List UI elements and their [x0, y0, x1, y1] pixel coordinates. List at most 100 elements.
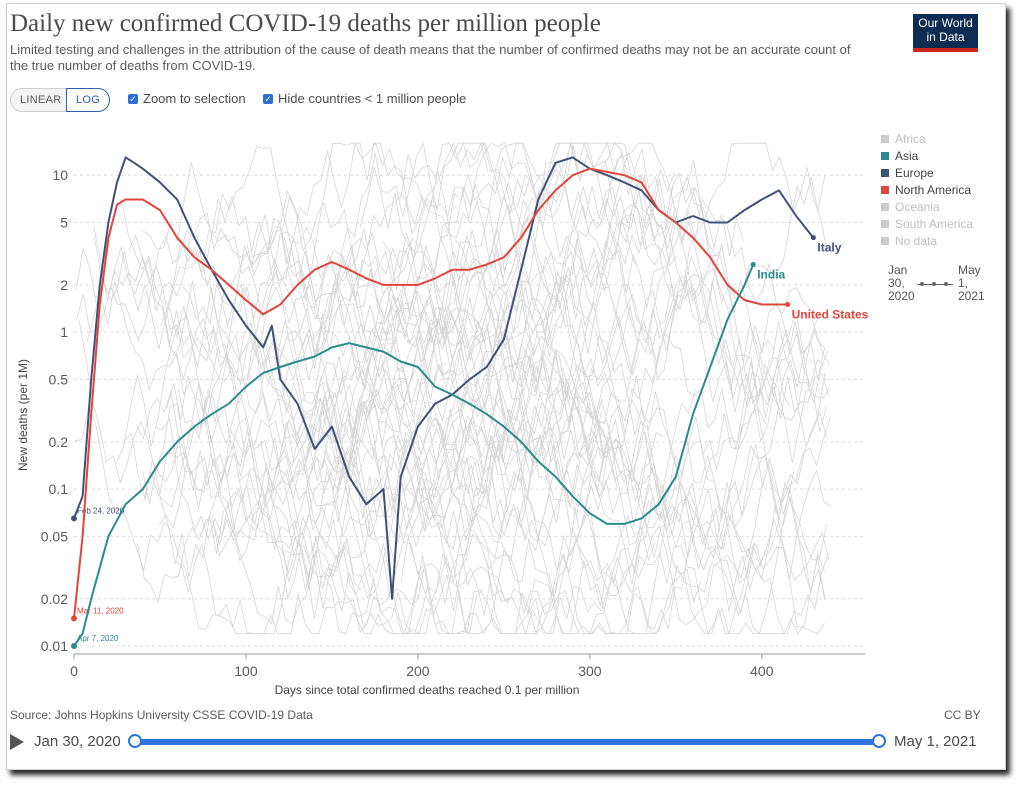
hide-small-countries-checkbox[interactable]: ✓ Hide countries < 1 million people: [263, 91, 466, 106]
country-line: [188, 246, 396, 568]
owid-logo[interactable]: Our World in Data: [913, 14, 978, 52]
series-end-point: [810, 235, 816, 241]
timeline-track[interactable]: [135, 739, 879, 745]
y-tick-label: 5: [60, 214, 68, 230]
legend-swatch: [881, 219, 889, 228]
time-legend-end: May 1, 2021: [958, 263, 985, 303]
country-line: [74, 405, 509, 634]
y-tick-label: 0.5: [49, 371, 69, 387]
series-start-label: Apr 7, 2020: [77, 634, 119, 643]
chart-subtitle: Limited testing and challenges in the at…: [10, 42, 851, 73]
country-line: [142, 161, 612, 480]
x-axis-label: Days since total confirmed deaths reache…: [275, 683, 580, 697]
country-line: [345, 141, 553, 277]
country-line: [398, 141, 791, 451]
license-link[interactable]: CC BY: [944, 708, 981, 722]
y-tick-label: 0.05: [41, 528, 68, 544]
legend-item-south-america[interactable]: South America: [881, 215, 973, 232]
country-line: [136, 390, 701, 611]
country-line: [78, 319, 362, 625]
country-line: [192, 279, 640, 609]
x-tick-label: 0: [70, 663, 78, 679]
country-line: [166, 333, 484, 635]
region-legend: Africa Asia Europe North America Oceania Sout…: [881, 130, 973, 249]
country-line: [212, 340, 825, 590]
country-line: [177, 175, 743, 463]
country-line: [128, 234, 336, 405]
country-line: [400, 408, 766, 584]
timeline-end-date: May 1, 2021: [894, 733, 977, 750]
series-end-point: [750, 261, 756, 267]
country-line: [93, 196, 549, 402]
country-line: [382, 230, 652, 476]
legend-label: South America: [895, 216, 974, 231]
country-line: [252, 231, 618, 540]
x-tick-label: 300: [578, 663, 602, 679]
y-tick-label: 2: [60, 277, 68, 293]
timeline-end-handle[interactable]: [872, 734, 886, 748]
country-line: [348, 171, 700, 605]
series-start-point: [71, 643, 77, 649]
legend-swatch: [881, 168, 889, 177]
country-line: [199, 307, 489, 536]
legend-item-europe[interactable]: Europe: [881, 164, 973, 181]
legend-item-africa[interactable]: Africa: [881, 130, 973, 147]
country-line: [284, 142, 677, 300]
checkmark-icon: ✓: [263, 93, 273, 104]
country-line: [277, 309, 664, 502]
series-name-label: Italy: [817, 241, 841, 255]
y-tick-label: 0.01: [41, 638, 68, 654]
country-line: [360, 142, 636, 312]
series-start-point: [71, 515, 77, 522]
zoom-to-selection-label: Zoom to selection: [143, 91, 246, 106]
country-line: [116, 281, 372, 578]
series-line-india: [73, 264, 755, 647]
country-line: [76, 212, 524, 523]
checkmark-icon: ✓: [128, 93, 138, 104]
country-line: [493, 142, 825, 388]
country-line: [142, 402, 425, 576]
legend-label: No data: [895, 233, 938, 248]
play-icon[interactable]: [10, 734, 24, 750]
legend-label: Europe: [895, 165, 934, 180]
legend-label: Africa: [895, 131, 926, 146]
legend-item-asia[interactable]: Asia: [881, 147, 973, 164]
x-tick-label: 400: [750, 663, 774, 679]
timeline-start-handle[interactable]: [128, 734, 142, 748]
series-start-label: Feb 24, 2020: [77, 506, 125, 515]
legend-item-no-data[interactable]: No data: [881, 232, 973, 249]
series-start-label: Mar 11, 2020: [77, 606, 124, 615]
country-line: [238, 417, 831, 635]
country-line: [155, 215, 775, 509]
legend-swatch: [881, 236, 889, 245]
country-line: [247, 159, 744, 347]
y-tick-label: 0.2: [49, 434, 69, 450]
time-legend-dot: [944, 282, 948, 286]
chart-title: Daily new confirmed COVID-19 deaths per …: [10, 10, 601, 37]
country-line: [160, 142, 829, 365]
country-line: [424, 204, 831, 400]
legend-item-oceania[interactable]: Oceania: [881, 198, 973, 215]
country-line: [174, 395, 554, 634]
series-start-point: [71, 615, 77, 622]
time-legend-dot: [932, 282, 936, 286]
series-end-point: [785, 302, 791, 308]
y-tick-label: 0.02: [41, 591, 68, 607]
time-legend: Jan 30, 2020 May 1, 2021: [881, 261, 986, 305]
y-tick-label: 0.1: [49, 481, 69, 497]
country-line: [93, 141, 466, 380]
legend-item-north-america[interactable]: North America: [881, 181, 973, 198]
source-note: Source: Johns Hopkins University CSSE CO…: [10, 708, 313, 722]
series-name-label: India: [757, 267, 785, 281]
legend-swatch: [881, 185, 889, 194]
country-line: [94, 281, 755, 615]
country-line: [402, 375, 830, 584]
country-line: [162, 287, 542, 542]
zoom-to-selection-checkbox[interactable]: ✓ Zoom to selection: [128, 91, 246, 106]
country-line: [488, 186, 820, 421]
timeline-start-date: Jan 30, 2020: [34, 733, 121, 750]
country-line: [314, 383, 831, 635]
log-scale-button[interactable]: LOG: [66, 88, 111, 112]
linear-scale-button[interactable]: LINEAR: [10, 88, 71, 112]
country-line: [230, 142, 541, 358]
